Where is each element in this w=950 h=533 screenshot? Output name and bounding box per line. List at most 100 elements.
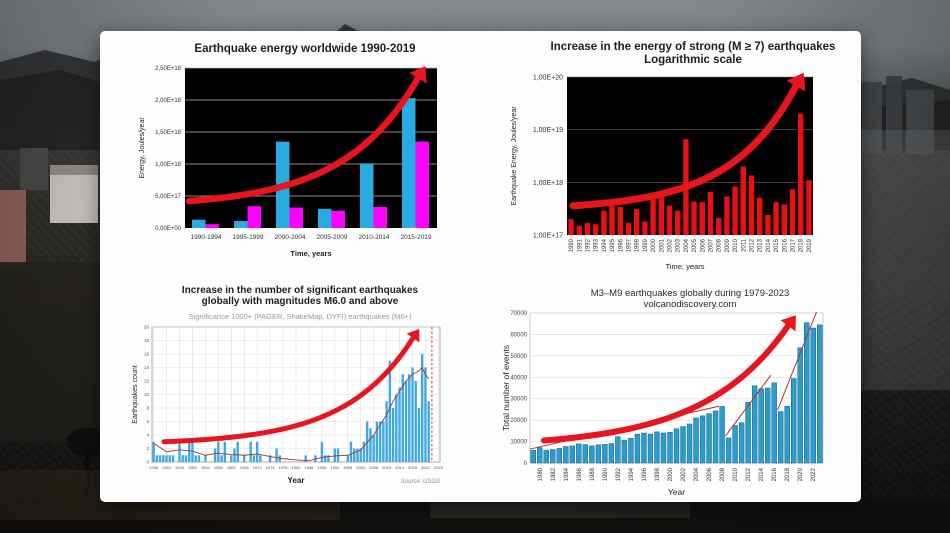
tick-label: 1,00E+20 [533, 75, 563, 82]
bar [213, 448, 217, 462]
bar [641, 432, 647, 464]
chart3-subtitle: Significance 1000+ (PAGER, ShakeMap, DYF… [188, 312, 412, 321]
tick-label: 1942 [162, 465, 172, 470]
tick-label: 1998 [635, 238, 641, 252]
tick-label: 6 [146, 419, 149, 424]
bar-red [781, 204, 787, 235]
plot-area [185, 68, 437, 228]
bar [411, 367, 414, 462]
bar [194, 455, 197, 462]
bar-red [576, 225, 582, 235]
bar [217, 441, 220, 462]
growth-arrow-head [406, 328, 420, 343]
bar-red [658, 194, 664, 235]
trend-line [153, 366, 430, 462]
tick-label: 1,00E+17 [533, 233, 563, 240]
bar [223, 441, 227, 462]
tick-label: 1974 [266, 465, 276, 470]
bar [378, 421, 382, 462]
bar-magenta [247, 206, 261, 228]
apartment-block-right-1 [862, 82, 882, 154]
bar [634, 433, 641, 464]
tick-label: 2014 [395, 465, 405, 470]
tick-label: 1990 [317, 465, 327, 470]
bar-blue [234, 220, 248, 228]
tick-label: 1994 [629, 467, 635, 481]
bar-blue [318, 208, 332, 228]
tick-label: 2018 [408, 465, 418, 470]
collapsed-building-white-shadow [50, 165, 98, 175]
bar-red [806, 180, 812, 235]
chart3-significant-m6-count: 1938 1942 1946 1950 1954 1958 1962 1966 1970 1974… [132, 325, 444, 485]
tick-label: 2014 [766, 238, 772, 252]
tick-label: 1962 [227, 465, 237, 470]
bar [268, 455, 272, 462]
tick-label: 2015-2019 [400, 234, 431, 241]
bar-red [748, 175, 755, 235]
tick-label: 70000 [510, 311, 527, 317]
tick-label: 1966 [240, 465, 250, 470]
bar [686, 423, 693, 464]
tick-label: 2026 [434, 465, 444, 470]
bar [543, 449, 549, 464]
bar [353, 448, 356, 462]
tick-label: 1954 [201, 465, 211, 470]
tick-label: 1,00E+18 [533, 180, 563, 187]
bar [304, 455, 307, 462]
bar [732, 425, 738, 464]
bar-red [675, 210, 681, 235]
bar-red [757, 197, 763, 235]
tick-label: 2015 [774, 238, 780, 252]
bar [667, 432, 673, 464]
tick-label: 1994 [330, 465, 340, 470]
tick-label: 1997 [627, 238, 633, 252]
tick-label: 18 [144, 338, 150, 343]
bar [401, 374, 404, 462]
bar-red [716, 218, 722, 235]
chart2-title: Increase in the energy of strong (M ≥ 7)… [550, 41, 836, 53]
bar-blue [192, 219, 206, 228]
tick-label: 2006 [369, 465, 379, 470]
chart4-m3-m9-annual: 0 10000 20000 30000 40000 50000 60000 70000 1980… [501, 311, 824, 497]
tick-label: 0 [146, 460, 149, 465]
y-axis-label: Energy, Joules/year [139, 117, 146, 179]
bar [382, 421, 385, 462]
bar-red [740, 166, 746, 235]
bar [275, 448, 278, 462]
bar-blue [360, 163, 374, 228]
bar-red [642, 221, 648, 235]
tick-label: 1984 [564, 467, 570, 481]
bar [556, 448, 563, 464]
tick-label: 2010 [733, 238, 739, 252]
bar-magenta [331, 210, 345, 228]
apartment-block-right-3 [906, 90, 934, 154]
tick-label: 1993 [594, 238, 600, 252]
bar [608, 443, 615, 464]
bar [333, 448, 337, 462]
bar [647, 433, 654, 464]
bar-red [609, 205, 615, 235]
bar-red [707, 191, 714, 235]
tick-label: 1990-1994 [190, 234, 221, 241]
y-axis-label: Earthquakes count [132, 365, 139, 423]
bar-red [617, 207, 623, 235]
slide-card: Earthquake energy worldwide 1990-2019 0,… [100, 31, 861, 502]
tick-label: 2022 [421, 465, 431, 470]
bar [349, 441, 353, 462]
bar [255, 441, 259, 462]
tick-label: 1992 [616, 467, 622, 481]
tick-label: 1950 [188, 465, 198, 470]
bar [346, 455, 349, 462]
tick-label: 30000 [510, 397, 527, 403]
bar [771, 382, 777, 464]
tick-label: 2002 [356, 465, 366, 470]
y-axis-label: Total number of events [501, 345, 511, 431]
trend-line [776, 311, 817, 411]
tick-label: 1958 [214, 465, 224, 470]
bar-red [568, 219, 574, 235]
bar [530, 449, 536, 464]
bar-red [691, 201, 697, 235]
bar [158, 455, 162, 462]
chart4-subtitle: volcanodiscovery.com [643, 299, 737, 310]
bar-red [666, 205, 673, 235]
